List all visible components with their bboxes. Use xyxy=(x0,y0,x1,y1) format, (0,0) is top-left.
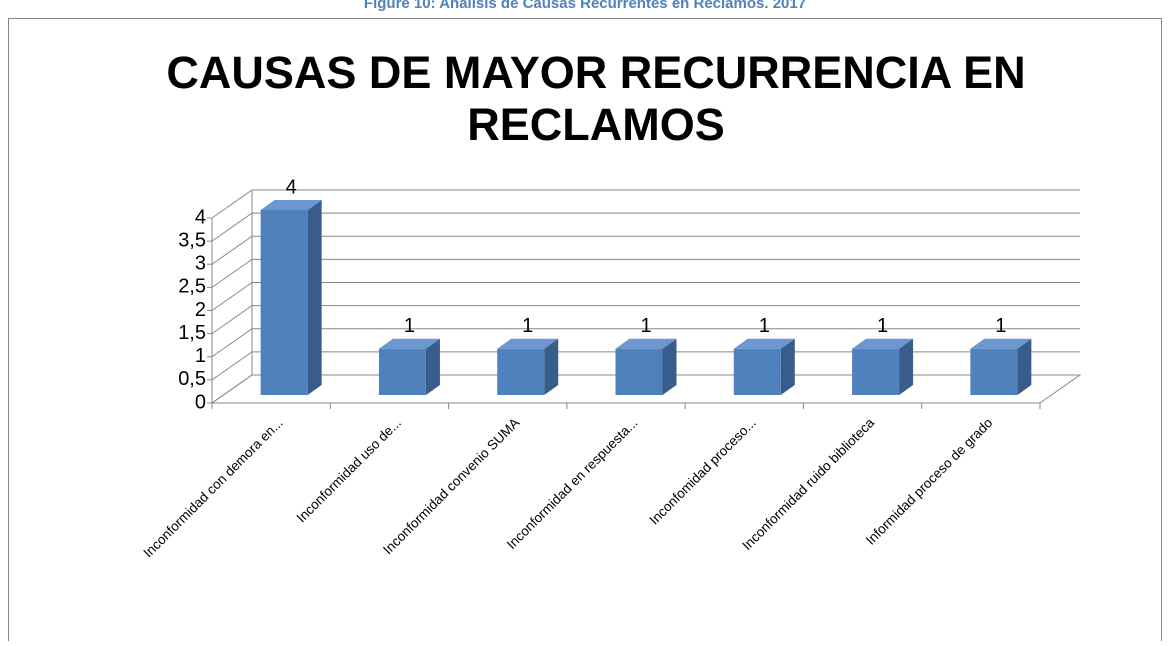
bar xyxy=(615,338,677,395)
bar xyxy=(497,338,559,395)
y-tick-label: 2 xyxy=(195,299,206,321)
y-tick-label: 2,5 xyxy=(178,276,206,298)
bar-front xyxy=(852,348,900,395)
bar-top xyxy=(852,338,914,349)
bar xyxy=(733,338,795,395)
x-tick-label: Inconfomidad proceso... xyxy=(646,415,758,527)
x-tick-label: Inconformidad con demora en... xyxy=(140,415,285,560)
bar-front xyxy=(615,348,663,395)
y-tick-label: 0 xyxy=(195,391,206,413)
bar-top xyxy=(378,338,440,349)
chart-frame xyxy=(8,18,1162,646)
x-tick-label: Informidad proceso de grado xyxy=(863,415,996,548)
bar-side xyxy=(307,200,322,395)
y-tick-label: 3 xyxy=(195,253,206,275)
bar-front xyxy=(733,348,781,395)
data-label: 1 xyxy=(759,315,770,337)
bar-top xyxy=(260,200,322,210)
bar xyxy=(852,338,914,395)
grid-line xyxy=(211,212,1080,242)
data-label: 1 xyxy=(640,315,651,337)
bar-front xyxy=(378,348,426,395)
data-label: 1 xyxy=(404,315,415,337)
bar-side xyxy=(544,338,559,395)
bar-front xyxy=(497,348,545,395)
x-tick-label: Inconformidad uso de... xyxy=(294,415,404,525)
y-tick-label: 0,5 xyxy=(178,368,206,390)
grid-line xyxy=(211,189,1080,219)
grid-line xyxy=(211,282,1080,311)
grid-line xyxy=(211,328,1080,358)
bar-top xyxy=(970,338,1032,349)
bar-top xyxy=(733,338,795,349)
data-label: 1 xyxy=(522,315,533,337)
bar-front xyxy=(260,210,308,395)
bar-side xyxy=(780,338,795,395)
data-label: 4 xyxy=(286,176,297,198)
bar-front xyxy=(970,348,1018,395)
bar-top xyxy=(615,338,677,349)
bar xyxy=(970,338,1032,395)
data-label: 1 xyxy=(877,315,888,337)
caption: Figure 10: Análisis de Causas Recurrente… xyxy=(364,0,806,12)
bar-side xyxy=(899,338,914,395)
bar xyxy=(260,200,322,395)
x-tick-label: Inconformidad convenio SUMA xyxy=(380,415,522,557)
grid-line xyxy=(211,351,1080,381)
x-tick-label: Inconformidad ruido biblioteca xyxy=(739,415,877,553)
grid-line xyxy=(211,235,1080,265)
bar-top xyxy=(497,338,559,349)
grid-line xyxy=(211,305,1080,335)
bar-side xyxy=(662,338,677,395)
y-tick-label: 1,5 xyxy=(178,322,206,344)
chart-title: RECLAMOS xyxy=(467,99,725,150)
y-tick-label: 1 xyxy=(195,345,206,367)
chart-title: CAUSAS DE MAYOR RECURRENCIA EN xyxy=(166,47,1025,98)
bar-side xyxy=(425,338,440,395)
x-tick-label: Inconformidad en respuesta... xyxy=(504,415,641,552)
grid-line xyxy=(211,258,1080,288)
grid-line xyxy=(211,374,1080,404)
y-tick-label: 4 xyxy=(195,206,206,228)
y-tick-label: 3,5 xyxy=(178,229,206,251)
bar-side xyxy=(1017,338,1032,395)
bar xyxy=(378,338,440,395)
data-label: 1 xyxy=(995,315,1006,337)
